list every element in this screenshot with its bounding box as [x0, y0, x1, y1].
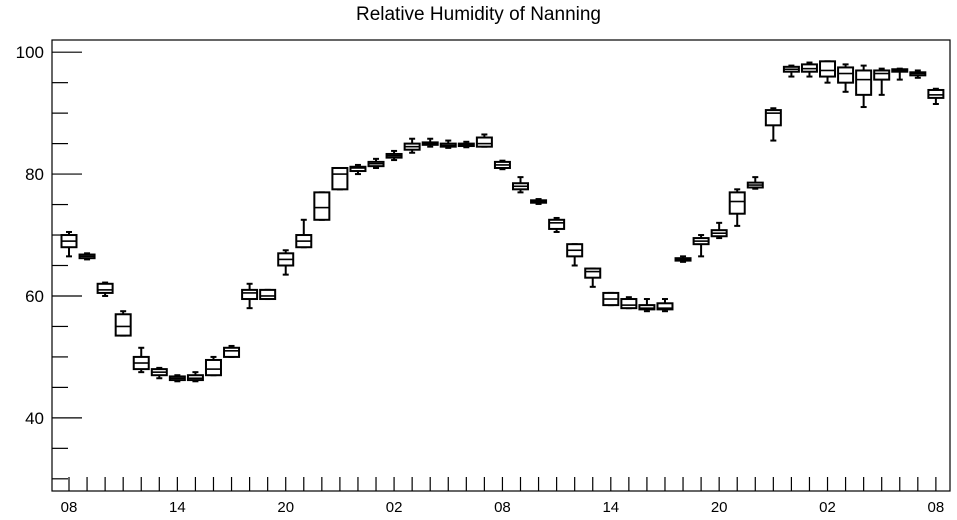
box-7 [186, 371, 204, 383]
box-1 [78, 252, 96, 261]
box-body [313, 191, 331, 221]
box-30 [602, 291, 620, 307]
box-33 [656, 298, 674, 313]
box-26 [530, 198, 548, 205]
box-body [475, 136, 493, 148]
box-body [819, 60, 837, 78]
box-27 [548, 216, 566, 233]
box-42 [819, 60, 837, 84]
box-24 [493, 159, 511, 171]
box-18 [385, 149, 403, 162]
box-body [584, 267, 602, 279]
box-32 [638, 298, 656, 313]
box-25 [512, 176, 529, 194]
box-body [837, 66, 855, 84]
box-48 [927, 87, 945, 105]
box-body [259, 288, 277, 301]
x-tick-label: 20 [711, 499, 728, 516]
box-body [349, 165, 367, 173]
box-body [241, 288, 259, 301]
box-34 [674, 255, 692, 263]
box-body [114, 313, 132, 337]
box-17 [367, 157, 385, 169]
box-2 [96, 281, 114, 297]
box-body [927, 88, 945, 99]
box-body [548, 218, 566, 230]
box-31 [620, 296, 638, 310]
box-45 [873, 67, 891, 96]
y-tick-label: 80 [25, 165, 44, 184]
box-46 [891, 67, 909, 81]
box-12 [277, 249, 295, 276]
y-tick-label: 100 [16, 43, 44, 62]
x-tick-label: 02 [819, 499, 836, 516]
box-body [223, 346, 241, 358]
box-47 [909, 69, 927, 79]
box-9 [223, 344, 241, 358]
box-body [656, 302, 674, 311]
box-35 [692, 234, 710, 258]
box-6 [168, 374, 186, 383]
box-38 [746, 176, 764, 190]
boxes [60, 60, 945, 383]
box-28 [566, 243, 584, 267]
chart-title: Relative Humidity of Nanning [355, 4, 601, 25]
x-axis: 08 14 20 02 08 14 20 02 08 [61, 477, 945, 516]
box-37 [728, 188, 746, 227]
box-36 [710, 221, 728, 240]
x-tick-label: 02 [386, 499, 403, 516]
box-body [204, 358, 222, 377]
box-0 [60, 230, 78, 258]
box-43 [837, 63, 855, 93]
x-tick-label: 08 [494, 499, 511, 516]
box-20 [421, 137, 439, 148]
box-11 [259, 288, 277, 301]
box-13 [295, 218, 313, 249]
box-14 [313, 191, 331, 221]
box-39 [764, 107, 782, 142]
box-29 [584, 267, 602, 288]
box-16 [349, 163, 367, 176]
box-body [638, 304, 656, 311]
x-tick-label: 14 [602, 499, 619, 516]
box-19 [403, 137, 421, 154]
box-body [873, 69, 891, 81]
box-22 [457, 140, 475, 149]
box-body [728, 191, 746, 215]
x-tick-label: 14 [169, 499, 186, 516]
box-body [855, 69, 873, 96]
x-tick-label: 08 [61, 499, 78, 516]
y-tick-label: 40 [25, 409, 44, 428]
box-21 [439, 139, 457, 149]
box-3 [114, 310, 132, 337]
y-axis: 40 60 80 100 [16, 43, 82, 480]
box-41 [800, 61, 818, 78]
box-body [620, 298, 638, 310]
box-44 [855, 64, 873, 109]
box-5 [150, 366, 168, 380]
box-body [331, 166, 349, 191]
box-40 [782, 64, 800, 78]
box-10 [241, 282, 259, 310]
box-4 [132, 346, 150, 374]
y-tick-label: 60 [25, 287, 44, 306]
box-body [96, 282, 114, 294]
x-tick-label: 08 [928, 499, 945, 516]
x-tick-label: 20 [277, 499, 294, 516]
box-8 [204, 355, 222, 377]
plot-frame [51, 39, 951, 492]
box-15 [331, 166, 349, 191]
box-23 [475, 133, 493, 148]
